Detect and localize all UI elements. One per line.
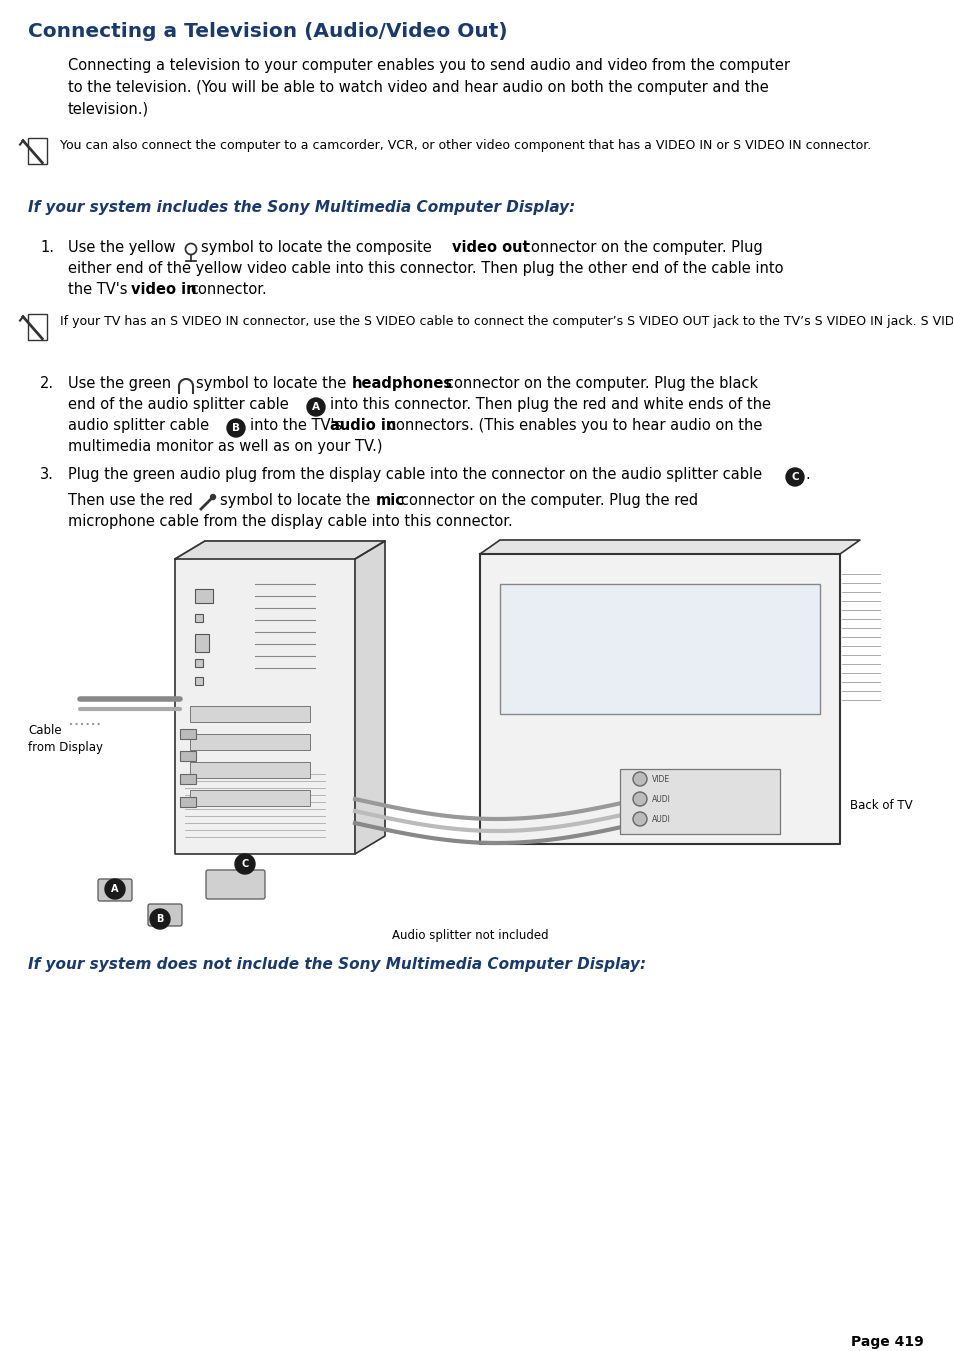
Text: headphones: headphones xyxy=(352,376,453,390)
FancyBboxPatch shape xyxy=(194,659,203,667)
Text: C: C xyxy=(241,859,249,869)
FancyBboxPatch shape xyxy=(194,589,213,603)
Text: either end of the yellow video cable into this connector. Then plug the other en: either end of the yellow video cable int… xyxy=(68,261,782,276)
Text: connector.: connector. xyxy=(190,282,267,297)
Text: Use the green: Use the green xyxy=(68,376,171,390)
FancyBboxPatch shape xyxy=(190,790,310,807)
Text: B: B xyxy=(156,915,164,924)
Circle shape xyxy=(234,854,254,874)
Circle shape xyxy=(211,494,215,500)
FancyBboxPatch shape xyxy=(190,734,310,750)
Text: audio in: audio in xyxy=(330,417,395,434)
Text: symbol to locate the: symbol to locate the xyxy=(195,376,346,390)
Text: If your TV has an S VIDEO IN connector, use the S VIDEO cable to connect the com: If your TV has an S VIDEO IN connector, … xyxy=(60,315,953,328)
Text: Back of TV: Back of TV xyxy=(849,798,912,812)
Text: B: B xyxy=(232,423,240,434)
Text: 3.: 3. xyxy=(40,467,53,482)
FancyBboxPatch shape xyxy=(180,797,195,807)
Text: Page 419: Page 419 xyxy=(850,1335,923,1350)
Text: A: A xyxy=(312,403,319,412)
FancyBboxPatch shape xyxy=(190,762,310,778)
Text: connectors. (This enables you to hear audio on the: connectors. (This enables you to hear au… xyxy=(388,417,761,434)
FancyBboxPatch shape xyxy=(98,880,132,901)
Text: VIDE: VIDE xyxy=(651,774,669,784)
Text: connector on the computer. Plug the red: connector on the computer. Plug the red xyxy=(400,493,698,508)
Text: AUDI: AUDI xyxy=(651,815,670,824)
FancyBboxPatch shape xyxy=(194,634,209,653)
Circle shape xyxy=(150,909,170,929)
Text: symbol to locate the: symbol to locate the xyxy=(220,493,370,508)
Text: 1.: 1. xyxy=(40,240,54,255)
Polygon shape xyxy=(479,554,840,844)
Text: You can also connect the computer to a camcorder, VCR, or other video component : You can also connect the computer to a c… xyxy=(60,139,870,153)
FancyBboxPatch shape xyxy=(180,774,195,784)
Text: Plug the green audio plug from the display cable into the connector on the audio: Plug the green audio plug from the displ… xyxy=(68,467,761,482)
Text: C: C xyxy=(790,471,798,482)
Circle shape xyxy=(307,399,325,416)
Text: AUDI: AUDI xyxy=(651,794,670,804)
Circle shape xyxy=(785,467,803,486)
Circle shape xyxy=(633,792,646,807)
Text: Then use the red: Then use the red xyxy=(68,493,193,508)
Text: connector on the computer. Plug: connector on the computer. Plug xyxy=(522,240,762,255)
Text: A: A xyxy=(112,884,118,894)
FancyBboxPatch shape xyxy=(180,730,195,739)
FancyBboxPatch shape xyxy=(206,870,265,898)
Text: into the TV's: into the TV's xyxy=(250,417,342,434)
Text: end of the audio splitter cable: end of the audio splitter cable xyxy=(68,397,289,412)
Text: Use the yellow: Use the yellow xyxy=(68,240,175,255)
FancyBboxPatch shape xyxy=(619,769,780,834)
Text: audio splitter cable: audio splitter cable xyxy=(68,417,209,434)
Text: Connecting a Television (Audio/Video Out): Connecting a Television (Audio/Video Out… xyxy=(28,22,507,41)
Text: the TV's: the TV's xyxy=(68,282,128,297)
Text: 2.: 2. xyxy=(40,376,54,390)
FancyBboxPatch shape xyxy=(194,613,203,621)
Text: microphone cable from the display cable into this connector.: microphone cable from the display cable … xyxy=(68,513,512,530)
Text: video out: video out xyxy=(452,240,529,255)
Text: multimedia monitor as well as on your TV.): multimedia monitor as well as on your TV… xyxy=(68,439,382,454)
FancyBboxPatch shape xyxy=(148,904,182,925)
Text: symbol to locate the composite: symbol to locate the composite xyxy=(201,240,432,255)
Text: If your system does not include the Sony Multimedia Computer Display:: If your system does not include the Sony… xyxy=(28,957,645,971)
Text: Cable
from Display: Cable from Display xyxy=(28,724,103,754)
Circle shape xyxy=(633,771,646,786)
Text: Audio splitter not included: Audio splitter not included xyxy=(392,929,548,942)
Text: mic: mic xyxy=(375,493,404,508)
Polygon shape xyxy=(355,540,385,854)
Circle shape xyxy=(105,880,125,898)
FancyBboxPatch shape xyxy=(194,677,203,685)
FancyBboxPatch shape xyxy=(190,707,310,721)
FancyBboxPatch shape xyxy=(180,751,195,761)
Text: video in: video in xyxy=(131,282,196,297)
Text: If your system includes the Sony Multimedia Computer Display:: If your system includes the Sony Multime… xyxy=(28,200,575,215)
FancyBboxPatch shape xyxy=(499,584,820,713)
Text: Connecting a television to your computer enables you to send audio and video fro: Connecting a television to your computer… xyxy=(68,58,789,116)
Circle shape xyxy=(227,419,245,436)
Text: connector on the computer. Plug the black: connector on the computer. Plug the blac… xyxy=(446,376,758,390)
Text: into this connector. Then plug the red and white ends of the: into this connector. Then plug the red a… xyxy=(330,397,770,412)
Text: .: . xyxy=(804,467,809,482)
Polygon shape xyxy=(479,540,859,554)
Polygon shape xyxy=(174,540,385,559)
Polygon shape xyxy=(174,540,385,854)
Circle shape xyxy=(633,812,646,825)
